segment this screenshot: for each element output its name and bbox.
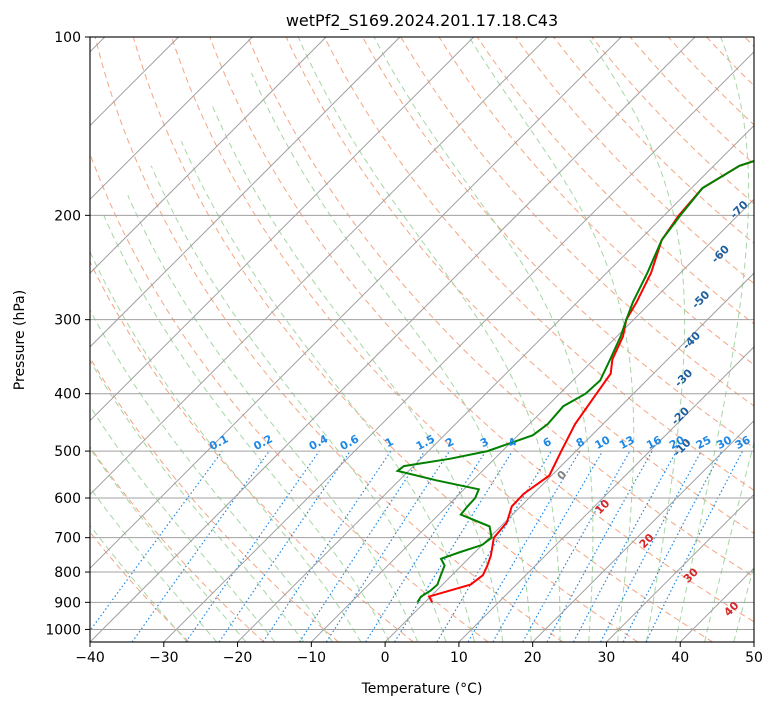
moist-adiabat	[90, 524, 188, 642]
y-tick-label: 200	[54, 208, 81, 224]
x-tick-label: 10	[450, 650, 468, 666]
mixing-ratio-line	[131, 450, 270, 642]
pressure-gridlines	[90, 37, 754, 630]
isotherm-line	[90, 37, 327, 274]
dry-adiabat	[553, 37, 754, 245]
isotherm-line	[163, 51, 754, 642]
plot-frame	[89, 36, 755, 643]
moist-adiabat	[90, 405, 276, 642]
dry-adiabat	[94, 37, 564, 642]
moist-adiabat	[373, 37, 594, 642]
y-tick-label: 400	[54, 387, 81, 403]
x-tick-label: −30	[149, 650, 179, 666]
x-tick-label: −40	[75, 650, 105, 666]
x-tick-label: 50	[745, 650, 763, 666]
moist-adiabat	[704, 440, 754, 642]
mixing-ratio-line	[90, 450, 223, 632]
moist-adiabat	[211, 104, 504, 642]
y-axis-ticks: 100 200 300 400 500 600 700 800 900 1000	[45, 30, 90, 638]
moist-adiabat	[587, 37, 686, 642]
isotherm-line	[310, 198, 754, 642]
mixing-ratio-line	[365, 450, 487, 642]
x-tick-label: 0	[381, 650, 390, 666]
y-tick-label: 500	[54, 444, 81, 460]
dry-adiabat	[132, 37, 639, 642]
moist-adiabat	[90, 447, 247, 642]
mixing-ratio-line	[218, 450, 351, 642]
dry-adiabat	[438, 37, 754, 366]
x-tick-label: 20	[524, 650, 542, 666]
dry-adiabat	[323, 37, 754, 491]
x-tick-label: −10	[297, 650, 327, 666]
mixing-ratio-line	[185, 450, 320, 642]
y-tick-label: 1000	[45, 622, 81, 638]
dry-adiabat	[90, 446, 265, 642]
skewed-isotherms	[90, 37, 754, 642]
mixing-ratio-line	[394, 450, 513, 642]
moist-adiabat	[733, 564, 754, 642]
mixing-ratio-lines	[90, 450, 744, 642]
moist-adiabat	[127, 195, 419, 642]
mixing-ratio-label: 10	[593, 433, 613, 452]
dry-adiabat	[209, 37, 754, 623]
isotherm-line	[90, 37, 475, 422]
dry-adiabat	[400, 37, 754, 407]
y-tick-label: 600	[54, 491, 81, 507]
temperature-line	[427, 160, 754, 603]
y-tick-label: 800	[54, 565, 81, 581]
mixing-ratio-line	[467, 450, 581, 642]
mixing-ratio-label: 25	[694, 433, 714, 452]
moist-adiabat	[150, 165, 447, 642]
x-tick-label: −20	[223, 650, 253, 666]
y-axis-label: Pressure (hPa)	[12, 290, 28, 390]
dewpoint-line	[395, 160, 754, 603]
mixing-ratio-line	[572, 450, 677, 642]
mixing-ratio-label: 16	[644, 433, 664, 452]
isotherm-line	[532, 419, 754, 642]
isotherm-line	[90, 37, 401, 348]
isotherm-line	[90, 37, 696, 642]
isotherm-line	[90, 37, 622, 569]
dry-adiabat	[90, 260, 414, 642]
mixing-ratio-label: 13	[617, 433, 637, 452]
mixing-ratio-label: 36	[733, 433, 753, 452]
mixing-ratio-label: 30	[714, 433, 734, 452]
mixing-ratio-label: 20	[667, 433, 687, 452]
moist-adiabat	[251, 72, 532, 642]
mixing-ratio-line	[492, 450, 604, 642]
moist-adiabat	[90, 308, 333, 642]
x-axis-ticks: −40 −30 −20 −10 0 10 20 30 40 50	[75, 642, 763, 666]
y-tick-label: 300	[54, 313, 81, 329]
isotherm-line	[90, 37, 548, 496]
y-tick-label: 100	[54, 30, 81, 46]
dry-adiabat	[247, 37, 754, 578]
moist-adiabat	[103, 215, 390, 642]
isotherm-line	[458, 346, 754, 642]
isotherm-line	[237, 124, 754, 642]
moist-adiabat	[90, 250, 362, 642]
mixing-ratio-line	[325, 450, 451, 642]
chart-title: wetPf2_S169.2024.201.17.18.C43	[286, 11, 558, 31]
isotherm-line	[606, 493, 754, 642]
x-tick-label: 40	[671, 650, 689, 666]
mixing-ratio-line	[522, 450, 631, 642]
moist-adiabat	[675, 37, 750, 642]
x-tick-label: 30	[598, 650, 616, 666]
moist-adiabat	[90, 359, 305, 642]
mixing-ratio-line	[436, 450, 552, 642]
y-tick-label: 900	[54, 595, 81, 611]
y-tick-label: 700	[54, 531, 81, 547]
x-axis-label: Temperature (°C)	[361, 681, 483, 697]
isotherm-line	[90, 37, 253, 201]
moist-adiabat	[90, 486, 218, 642]
dry-adiabat	[515, 37, 754, 285]
dry-adiabat	[629, 37, 754, 165]
